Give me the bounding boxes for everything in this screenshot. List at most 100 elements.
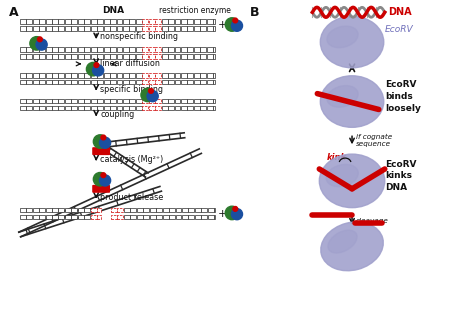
Bar	[20, 80, 26, 84]
Circle shape	[30, 37, 43, 50]
Bar	[39, 106, 45, 110]
Bar	[58, 80, 64, 84]
Bar	[136, 47, 142, 52]
Bar	[129, 80, 136, 84]
Bar	[91, 19, 97, 24]
Bar	[78, 19, 84, 24]
Bar	[20, 215, 26, 219]
Bar	[46, 208, 52, 212]
Bar	[136, 106, 142, 110]
Ellipse shape	[320, 16, 384, 68]
Bar	[168, 80, 174, 84]
Bar	[213, 73, 215, 77]
Circle shape	[225, 206, 239, 220]
Circle shape	[231, 209, 243, 220]
Bar	[123, 47, 129, 52]
Bar	[201, 26, 206, 31]
Bar	[58, 215, 64, 219]
Bar	[33, 99, 39, 103]
Bar	[72, 47, 77, 52]
Bar	[149, 106, 155, 110]
Circle shape	[148, 88, 154, 93]
Bar	[78, 73, 84, 77]
Bar	[168, 26, 174, 31]
Bar	[162, 99, 168, 103]
Bar	[72, 215, 77, 219]
Bar	[110, 80, 116, 84]
Bar	[149, 19, 155, 24]
Bar	[194, 47, 200, 52]
Bar	[187, 26, 193, 31]
Bar	[201, 99, 206, 103]
Bar	[155, 106, 161, 110]
Bar	[168, 99, 174, 103]
Bar	[26, 80, 32, 84]
Bar	[174, 54, 181, 59]
Bar	[213, 47, 215, 52]
Circle shape	[100, 175, 110, 186]
Bar	[52, 54, 58, 59]
Bar	[104, 106, 109, 110]
Bar	[163, 208, 169, 212]
Text: if cognate
sequence: if cognate sequence	[356, 134, 392, 147]
Bar	[162, 80, 168, 84]
Bar	[187, 19, 193, 24]
Ellipse shape	[320, 76, 384, 127]
Bar	[58, 73, 64, 77]
Bar	[91, 80, 97, 84]
Bar	[52, 106, 58, 110]
Circle shape	[233, 206, 237, 211]
Bar	[195, 208, 201, 212]
Bar	[104, 80, 109, 84]
Bar	[52, 47, 58, 52]
Bar	[174, 80, 181, 84]
Bar	[84, 208, 90, 212]
Bar	[142, 47, 148, 52]
Bar	[123, 106, 129, 110]
Bar	[58, 54, 64, 59]
Bar	[39, 215, 45, 219]
Bar	[162, 106, 168, 110]
FancyBboxPatch shape	[92, 147, 110, 155]
Bar	[65, 99, 71, 103]
Bar	[104, 19, 109, 24]
Bar	[142, 26, 148, 31]
Bar	[84, 54, 90, 59]
Bar	[150, 208, 155, 212]
Bar	[129, 26, 136, 31]
Bar	[72, 80, 77, 84]
Bar	[163, 215, 169, 219]
Bar	[136, 19, 142, 24]
Bar	[194, 54, 200, 59]
Bar	[155, 19, 161, 24]
Bar	[20, 26, 26, 31]
Bar	[213, 19, 215, 24]
Bar	[187, 73, 193, 77]
Bar	[142, 73, 148, 77]
Bar	[201, 19, 206, 24]
Circle shape	[36, 39, 47, 50]
Bar	[124, 215, 130, 219]
Bar	[84, 19, 90, 24]
Bar	[208, 208, 214, 212]
Bar	[46, 80, 52, 84]
Bar	[111, 215, 117, 219]
Bar	[91, 47, 97, 52]
Bar	[181, 19, 187, 24]
Bar	[39, 19, 45, 24]
Bar	[201, 73, 206, 77]
Bar	[104, 47, 109, 52]
Bar	[117, 99, 122, 103]
Bar	[162, 47, 168, 52]
Bar	[194, 99, 200, 103]
Bar	[33, 73, 39, 77]
Bar	[207, 54, 213, 59]
Bar	[52, 26, 58, 31]
Bar	[137, 215, 143, 219]
Bar	[39, 208, 45, 212]
Bar	[52, 99, 58, 103]
Bar	[181, 106, 187, 110]
Bar	[39, 80, 45, 84]
Bar	[175, 208, 182, 212]
Bar	[110, 106, 116, 110]
